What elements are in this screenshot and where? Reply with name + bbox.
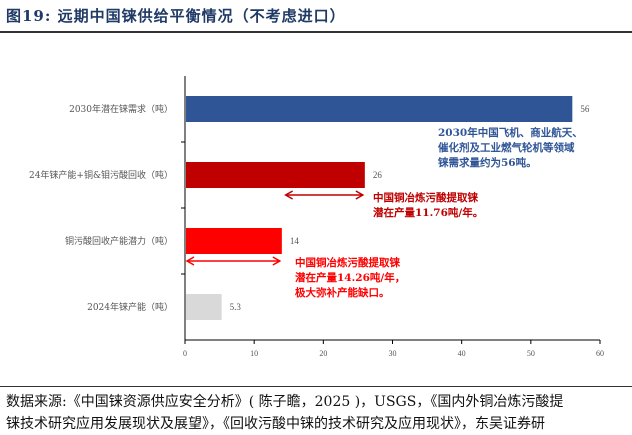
value-label: 56	[580, 104, 590, 114]
bar-3	[186, 294, 222, 320]
value-label: 26	[373, 170, 383, 180]
figure-title: 图19: 远期中国铼供给平衡情况（不考虑进口）	[6, 7, 346, 25]
category-label: 24年铼产能+铜&钼污酸回收（吨）	[29, 169, 173, 181]
x-tick-label: 60	[596, 349, 604, 358]
category-label: 2030年潜在铼需求（吨）	[69, 103, 173, 115]
x-tick-label: 20	[319, 349, 327, 358]
value-label: 14	[290, 236, 300, 246]
annotation-text: 催化剂及工业燃气轮机等领域	[438, 141, 575, 154]
source-note: 数据来源:《中国铼资源供应安全分析》( 陈子瞻，2025 )，USGS，《国内外…	[6, 391, 632, 435]
value-label: 5.3	[230, 302, 242, 312]
bar-chart: 0 10 20 30 40 50 60 2030年潜在铼需求（吨） 56 24年铼产能+铜&钼污酸…	[29, 76, 604, 358]
category-label: 铜污酸回收产能潜力（吨）	[65, 235, 173, 247]
bottom-divider	[0, 386, 632, 387]
annotation-text: 潜在产量11.76吨/年。	[373, 206, 483, 219]
bar-1	[186, 162, 365, 188]
annotation-text: 中国铜冶炼污酸提取铼	[295, 256, 400, 269]
bar-0	[186, 96, 573, 122]
x-tick-label: 0	[183, 349, 187, 358]
arrow-head-left-icon	[185, 256, 195, 266]
source-line-2: 铼技术研究应用发展现状及展望》，《回收污酸中铼的技术研究及应用现状》，东吴证券研	[6, 416, 545, 432]
arrow-head-right-icon	[272, 256, 282, 266]
bar-2	[186, 228, 282, 254]
x-tick-label: 40	[458, 349, 466, 358]
top-divider	[0, 31, 632, 33]
annotation-text: 铼需求量约为56吨。	[437, 156, 537, 169]
x-tick-label: 30	[389, 349, 397, 358]
source-line-1: 数据来源:《中国铼资源供应安全分析》( 陈子瞻，2025 )，USGS，《国内外…	[6, 394, 564, 410]
arrow-head-right-icon	[355, 190, 365, 200]
x-tick-label: 50	[527, 349, 535, 358]
category-label: 2024年铼产能（吨）	[87, 301, 173, 313]
annotation-text: 中国铜冶炼污酸提取铼	[373, 191, 478, 204]
arrow-head-left-icon	[284, 190, 294, 200]
x-tick-label: 10	[250, 349, 258, 358]
annotation-text: 极大弥补产能缺口。	[295, 286, 390, 299]
annotation-text: 潜在产量14.26吨/年，	[295, 271, 405, 284]
annotation-text: 2030年中国飞机、商业航天、	[438, 126, 583, 139]
